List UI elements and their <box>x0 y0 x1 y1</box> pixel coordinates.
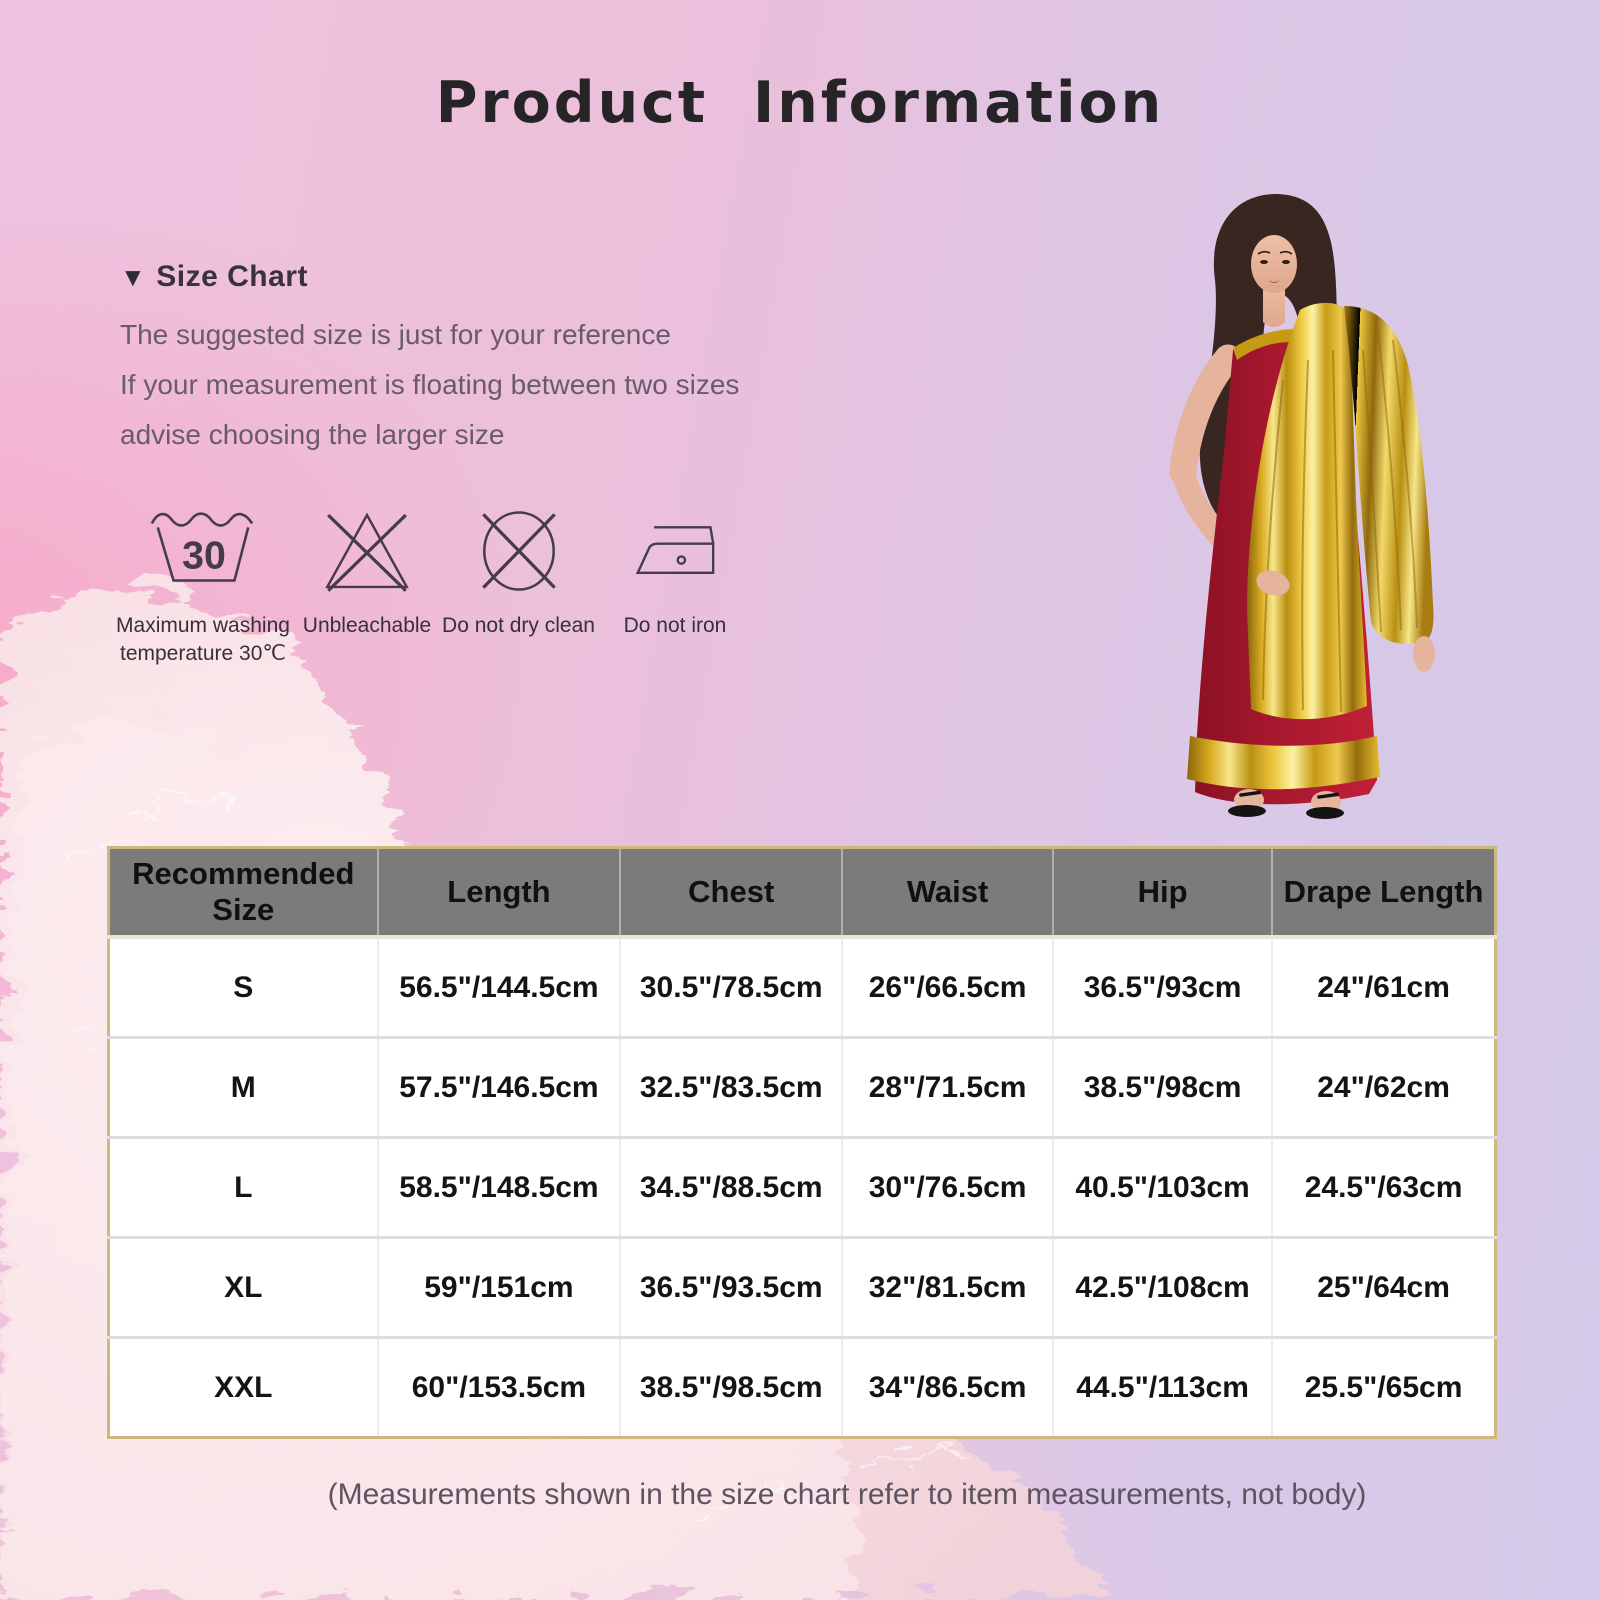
col-header-length: Length <box>377 847 622 939</box>
table-row-xl: XL 59"/151cm 36.5"/93.5cm 32"/81.5cm 42.… <box>108 1237 1496 1339</box>
table-row-m: M 57.5"/146.5cm 32.5"/83.5cm 28"/71.5cm … <box>108 1037 1496 1139</box>
product-photo-model-red-gold-dress <box>1169 194 1435 819</box>
table-cell: M <box>108 1037 379 1139</box>
size-chart-heading: ▼ Size Chart <box>120 260 739 294</box>
table-cell: 25"/64cm <box>1272 1237 1496 1339</box>
table-cell: S <box>108 937 379 1039</box>
care-label: Do not dry clean <box>442 614 595 637</box>
care-instructions: 30 Maximum washing temperature 30℃ Unble… <box>108 500 745 668</box>
wash-30-icon: 30 <box>144 500 262 602</box>
size-chart-line: The suggested size is just for your refe… <box>120 319 671 350</box>
table-cell: 40.5"/103cm <box>1053 1137 1274 1239</box>
measurement-disclaimer: (Measurements shown in the size chart re… <box>327 1478 1367 1511</box>
table-header-row: Recommended Size Length Chest Waist Hip … <box>108 847 1496 939</box>
table-cell: 25.5"/65cm <box>1272 1337 1496 1438</box>
care-item-iron: Do not iron <box>605 500 745 668</box>
table-cell: 26"/66.5cm <box>842 937 1054 1039</box>
care-item-bleach: Unbleachable <box>302 500 432 668</box>
no-bleach-icon <box>315 500 419 602</box>
size-chart-heading-text: Size Chart <box>156 260 308 293</box>
triangle-down-icon: ▼ <box>120 262 147 292</box>
table-cell: L <box>108 1137 379 1239</box>
table-cell: 59"/151cm <box>377 1237 622 1339</box>
svg-text:30: 30 <box>182 534 226 578</box>
table-cell: 36.5"/93.5cm <box>620 1237 844 1339</box>
table-cell: 57.5"/146.5cm <box>377 1037 622 1139</box>
table-cell: 24"/61cm <box>1272 937 1496 1039</box>
size-chart-section: ▼ Size Chart The suggested size is just f… <box>120 260 739 460</box>
table-cell: 32.5"/83.5cm <box>620 1037 844 1139</box>
col-header-recommended-size: Recommended Size <box>108 847 379 939</box>
care-item-dry-clean: Do not dry clean <box>436 500 601 668</box>
table-cell: 24"/62cm <box>1272 1037 1496 1139</box>
table-cell: 38.5"/98cm <box>1053 1037 1274 1139</box>
page-title: Product Information <box>435 70 1165 136</box>
col-header-waist: Waist <box>842 847 1054 939</box>
table-cell: 42.5"/108cm <box>1053 1237 1274 1339</box>
no-dry-clean-icon <box>466 500 572 602</box>
table-cell: 44.5"/113cm <box>1053 1337 1274 1438</box>
table-cell: 56.5"/144.5cm <box>377 937 622 1039</box>
table-cell: 58.5"/148.5cm <box>377 1137 622 1239</box>
col-header-chest: Chest <box>620 847 844 939</box>
table-cell: 24.5"/63cm <box>1272 1137 1496 1239</box>
size-chart-line: If your measurement is floating between … <box>120 369 740 400</box>
table-row-xxl: XXL 60"/153.5cm 38.5"/98.5cm 34"/86.5cm … <box>108 1337 1496 1438</box>
table-row-l: L 58.5"/148.5cm 34.5"/88.5cm 30"/76.5cm … <box>108 1137 1496 1239</box>
care-label: Maximum washing temperature 30℃ <box>116 614 290 665</box>
care-label: Do not iron <box>623 614 727 637</box>
table-cell: 34"/86.5cm <box>842 1337 1054 1438</box>
table-cell: 38.5"/98.5cm <box>620 1337 844 1438</box>
table-cell: 60"/153.5cm <box>377 1337 622 1438</box>
table-cell: 34.5"/88.5cm <box>620 1137 844 1239</box>
table-cell: 30.5"/78.5cm <box>620 937 844 1039</box>
care-item-wash: 30 Maximum washing temperature 30℃ <box>108 500 298 668</box>
table-cell: 32"/81.5cm <box>842 1237 1054 1339</box>
size-chart-line: advise choosing the larger size <box>120 419 505 450</box>
col-header-hip: Hip <box>1053 847 1274 939</box>
table-cell: XXL <box>108 1337 379 1438</box>
table-cell: 30"/76.5cm <box>842 1137 1054 1239</box>
size-chart-table: Recommended Size Length Chest Waist Hip … <box>107 846 1497 1439</box>
table-cell: 36.5"/93cm <box>1053 937 1274 1039</box>
no-iron-icon <box>625 500 725 602</box>
care-label: Unbleachable <box>302 614 432 637</box>
col-header-drape-length: Drape Length <box>1272 847 1496 939</box>
table-cell: 28"/71.5cm <box>842 1037 1054 1139</box>
table-cell: XL <box>108 1237 379 1339</box>
table-row-s: S 56.5"/144.5cm 30.5"/78.5cm 26"/66.5cm … <box>108 937 1496 1039</box>
